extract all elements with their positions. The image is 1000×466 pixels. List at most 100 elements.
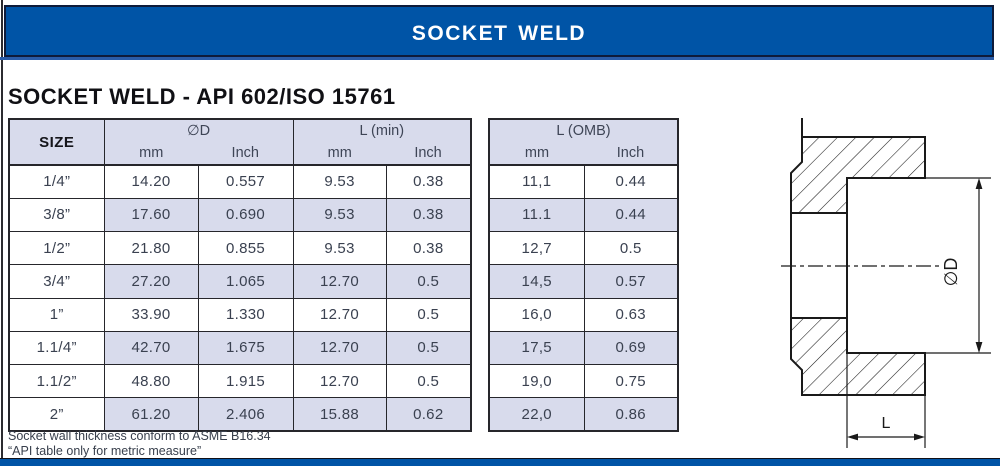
value-cell: 14.20 <box>103 164 199 199</box>
value-cell: 0.57 <box>583 264 679 299</box>
value-cell: 0.63 <box>583 297 679 332</box>
table-row: 12,7 0.5 <box>488 230 679 266</box>
value-cell: 1.065 <box>197 264 294 299</box>
value-cell: 61.20 <box>103 397 199 432</box>
table-row: 14,5 0.57 <box>488 264 679 299</box>
value-cell: 16,0 <box>488 297 585 332</box>
table-row: 16,0 0.63 <box>488 297 679 332</box>
banner-title: Socket Weld <box>411 14 587 47</box>
value-cell: 48.80 <box>103 363 199 399</box>
size-cell: 3/8” <box>8 197 105 233</box>
value-cell: 0.75 <box>583 363 679 399</box>
diameter-dimension <box>925 177 991 354</box>
column-group-diameter: ∅D <box>104 119 294 142</box>
value-cell: 0.5 <box>385 330 472 366</box>
value-cell: 2.406 <box>197 397 294 432</box>
value-cell: 0.690 <box>197 197 294 233</box>
value-cell: 9.53 <box>292 230 387 266</box>
value-cell: 11.1 <box>488 197 585 233</box>
value-cell: 17,5 <box>488 330 585 366</box>
footnotes: Socket wall thickness conform to ASME B1… <box>8 429 271 458</box>
footnote-line: Socket wall thickness conform to ASME B1… <box>8 429 271 443</box>
value-cell: 11,1 <box>488 164 585 199</box>
page-title: SOCKET WELD - API 602/ISO 15761 <box>8 84 396 109</box>
value-cell: 0.38 <box>385 164 472 199</box>
value-cell: 12.70 <box>292 363 387 399</box>
value-cell: 1.330 <box>197 297 294 332</box>
banner-rule <box>0 57 994 60</box>
footnote-line: “API table only for metric measure” <box>8 443 202 458</box>
omb-table-body: 11,1 0.44 11.1 0.44 12,7 0.5 14,5 0.57 16,0 0.63 1… <box>488 164 679 432</box>
value-cell: 33.90 <box>103 297 199 332</box>
column-group-l-min: L (min) <box>292 119 472 142</box>
subheader-mm: mm <box>104 142 198 165</box>
value-cell: 0.5 <box>385 363 472 399</box>
main-table-header: SIZE ∅D L (min) mm Inch mm Inch <box>9 119 472 165</box>
value-cell: 0.44 <box>583 164 679 199</box>
value-cell: 12.70 <box>292 330 387 366</box>
value-cell: 21.80 <box>103 230 199 266</box>
table-row: 22,0 0.86 <box>488 397 679 432</box>
table-row: 3/4” 27.20 1.065 12.70 0.5 <box>8 264 472 299</box>
value-cell: 12.70 <box>292 264 387 299</box>
page-left-border <box>1 0 3 466</box>
size-cell: 1” <box>8 297 105 332</box>
value-cell: 1.915 <box>197 363 294 399</box>
value-cell: 12.70 <box>292 297 387 332</box>
size-cell: 1.1/2” <box>8 363 105 399</box>
table-row: 17,5 0.69 <box>488 330 679 366</box>
table-row: 1/2” 21.80 0.855 9.53 0.38 <box>8 230 472 266</box>
main-table-body: 1/4” 14.20 0.557 9.53 0.38 3/8” 17.60 0.690 9.53… <box>8 164 472 432</box>
subheader-inch: Inch <box>584 142 678 165</box>
value-cell: 9.53 <box>292 164 387 199</box>
arrow-up-icon <box>975 178 983 189</box>
value-cell: 0.38 <box>385 230 472 266</box>
value-cell: 0.5 <box>385 297 472 332</box>
value-cell: 0.855 <box>197 230 294 266</box>
size-cell: 1.1/4” <box>8 330 105 366</box>
socket-weld-section-drawing: ∅D L <box>781 118 991 448</box>
arrow-down-icon <box>975 342 983 353</box>
subheader-inch: Inch <box>198 142 294 165</box>
column-header-size: SIZE <box>9 119 105 165</box>
table-row: 1.1/4” 42.70 1.675 12.70 0.5 <box>8 330 472 366</box>
value-cell: 17.60 <box>103 197 199 233</box>
omb-table-header: L (OMB) mm Inch <box>489 119 678 165</box>
main-dimensions-table: SIZE ∅D L (min) mm Inch mm Inch 1/4” 14.2… <box>8 118 473 432</box>
value-cell: 42.70 <box>103 330 199 366</box>
value-cell: 0.5 <box>385 264 472 299</box>
table-row: 1.1/2” 48.80 1.915 12.70 0.5 <box>8 363 472 399</box>
size-cell: 1/2” <box>8 230 105 266</box>
value-cell: 0.44 <box>583 197 679 233</box>
fitting-outline <box>790 118 926 396</box>
value-cell: 9.53 <box>292 197 387 233</box>
value-cell: 0.62 <box>385 397 472 432</box>
value-cell: 14,5 <box>488 264 585 299</box>
table-row: 2” 61.20 2.406 15.88 0.62 <box>8 397 472 432</box>
table-row: 1” 33.90 1.330 12.70 0.5 <box>8 297 472 332</box>
footer-bar <box>0 458 1000 466</box>
value-cell: 22,0 <box>488 397 585 432</box>
table-row: 3/8” 17.60 0.690 9.53 0.38 <box>8 197 472 233</box>
table-row: 11,1 0.44 <box>488 164 679 199</box>
size-cell: 1/4” <box>8 164 105 199</box>
subheader-mm: mm <box>489 142 584 165</box>
omb-table: L (OMB) mm Inch 11,1 0.44 11.1 0.44 12,7 0.5 1… <box>488 118 679 432</box>
value-cell: 1.675 <box>197 330 294 366</box>
length-dimension-label: L <box>882 415 891 432</box>
size-cell: 2” <box>8 397 105 432</box>
length-dimension <box>846 353 926 448</box>
upper-wall-hatch <box>791 137 925 213</box>
value-cell: 15.88 <box>292 397 387 432</box>
value-cell: 0.86 <box>583 397 679 432</box>
value-cell: 0.5 <box>583 230 679 266</box>
table-row: 19,0 0.75 <box>488 363 679 399</box>
table-row: 1/4” 14.20 0.557 9.53 0.38 <box>8 164 472 199</box>
value-cell: 12,7 <box>488 230 585 266</box>
banner: Socket Weld <box>4 5 994 57</box>
column-group-l-omb: L (OMB) <box>489 119 678 142</box>
table-row: 11.1 0.44 <box>488 197 679 233</box>
subheader-mm: mm <box>292 142 387 165</box>
value-cell: 0.557 <box>197 164 294 199</box>
